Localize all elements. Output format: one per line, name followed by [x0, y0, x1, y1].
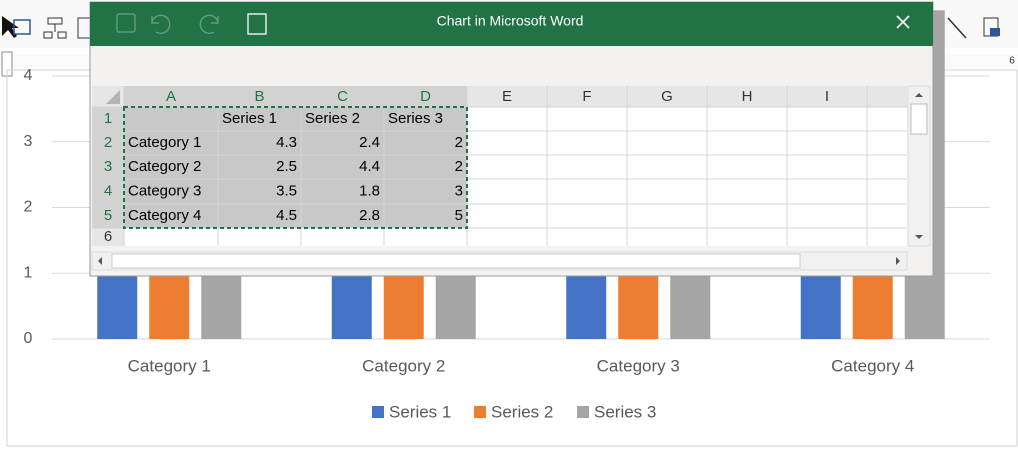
x-tick-label: Category 4 [831, 356, 914, 375]
legend-label: Series 1 [389, 402, 451, 421]
row-header: 6 [104, 228, 112, 245]
y-tick-label: 0 [24, 330, 33, 347]
header-highlight [92, 107, 124, 228]
x-tick-label: Category 3 [597, 356, 680, 375]
cell: 4.3 [276, 134, 297, 151]
row-header: 5 [104, 207, 112, 224]
y-tick-label: 4 [24, 67, 33, 84]
cell: 4.4 [359, 158, 380, 175]
line-icon[interactable] [947, 17, 967, 39]
cell: 2 [455, 158, 463, 175]
edit-in-excel-button[interactable] [247, 13, 267, 35]
column-header: F [582, 88, 591, 105]
datasheet-window: Chart in Microsoft Word A B C D E F G H I 1 2 3 4 5 6 S… [89, 1, 934, 277]
cell: Category 1 [128, 134, 201, 151]
undo-button[interactable] [151, 14, 171, 35]
legend-label: Series 3 [594, 402, 656, 421]
toolbar-icon[interactable] [13, 19, 31, 35]
save-button[interactable] [116, 13, 136, 33]
cell: 3 [455, 182, 463, 199]
column-header: H [742, 88, 753, 105]
legend-swatch [372, 406, 384, 418]
row-header: 1 [104, 110, 112, 127]
cell: 5 [455, 207, 463, 224]
selection-fill [124, 107, 467, 228]
column-header: A [166, 88, 176, 105]
cell: Series 1 [222, 110, 277, 127]
x-tick-label: Category 1 [128, 356, 211, 375]
row-header: 3 [104, 158, 112, 175]
scroll-thumb[interactable] [910, 103, 928, 135]
y-tick-label: 2 [24, 199, 33, 216]
redo-button[interactable] [199, 14, 219, 35]
title-bar [90, 2, 933, 46]
y-tick-label: 3 [24, 133, 33, 150]
window-title: Chart in Microsoft Word [437, 13, 584, 29]
column-header: E [502, 88, 512, 105]
cell: Series 2 [305, 110, 360, 127]
x-tick-label: Category 2 [362, 356, 445, 375]
cell: 2 [455, 134, 463, 151]
cell: 1.8 [359, 182, 380, 199]
selection-border [123, 106, 468, 229]
toolbar-icon[interactable] [43, 17, 67, 39]
header-highlight [124, 86, 467, 107]
cell: 2.4 [359, 134, 380, 151]
row-header: 4 [104, 182, 112, 199]
cell: 2.5 [276, 158, 297, 175]
cell: 4.5 [276, 207, 297, 224]
legend-swatch [474, 406, 486, 418]
ruler-label: 6 [1009, 56, 1015, 67]
column-header: D [420, 88, 431, 105]
cell: Category 3 [128, 182, 201, 199]
scroll-thumb[interactable] [111, 253, 801, 269]
column-header: B [254, 88, 264, 105]
row-header: 2 [104, 134, 112, 151]
close-button[interactable] [896, 15, 910, 29]
cell: Category 4 [128, 207, 201, 224]
toolbar-icon[interactable] [990, 28, 1000, 36]
y-tick-label: 1 [24, 264, 33, 281]
column-header: G [661, 88, 673, 105]
column-header: C [337, 88, 348, 105]
cell: 3.5 [276, 182, 297, 199]
column-header: I [825, 88, 829, 105]
cell: Category 2 [128, 158, 201, 175]
cell: Series 3 [388, 110, 443, 127]
select-all [106, 90, 120, 104]
legend-swatch [577, 406, 589, 418]
legend-label: Series 2 [491, 402, 553, 421]
cell: 2.8 [359, 207, 380, 224]
